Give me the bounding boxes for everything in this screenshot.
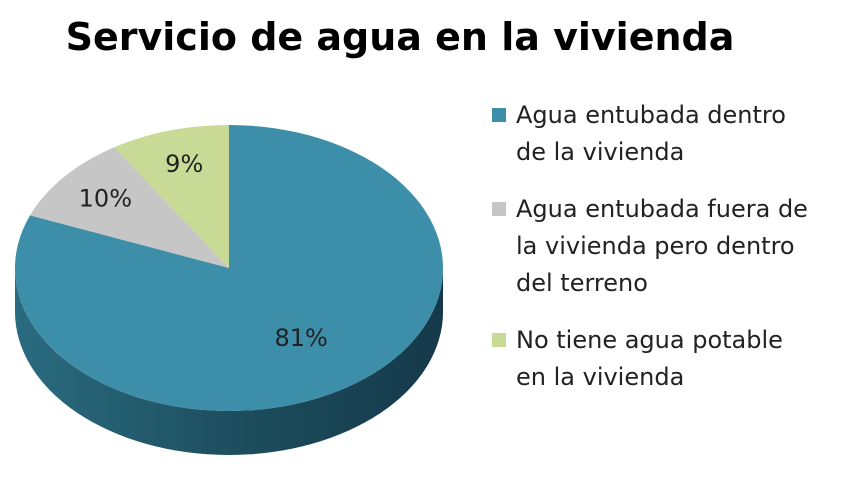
pie-slice <box>114 125 229 268</box>
pie-side <box>15 268 443 455</box>
pie-slice <box>14 125 443 412</box>
slice-label: 10% <box>79 185 132 213</box>
chart-title: Servicio de agua en la vivienda <box>66 15 735 59</box>
legend-swatch <box>492 202 506 216</box>
legend-label: No tiene agua potable en la vivienda <box>516 326 783 391</box>
legend-label: Agua entubada dentro de la vivienda <box>516 101 786 166</box>
legend-swatch <box>492 333 506 347</box>
slice-label: 81% <box>274 324 327 352</box>
slice-label: 9% <box>165 150 203 178</box>
legend-label: Agua entubada fuera de la vivienda pero … <box>516 195 808 297</box>
pie: 81% 10% 9% <box>14 125 443 455</box>
legend-entry: Agua entubada dentro de la vivienda <box>492 97 822 171</box>
legend-entry: Agua entubada fuera de la vivienda pero … <box>492 191 822 302</box>
legend-swatch <box>492 108 506 122</box>
legend: Agua entubada dentro de la vivienda Agua … <box>492 97 822 416</box>
pie-slice <box>30 147 229 268</box>
legend-entry: No tiene agua potable en la vivienda <box>492 322 822 396</box>
